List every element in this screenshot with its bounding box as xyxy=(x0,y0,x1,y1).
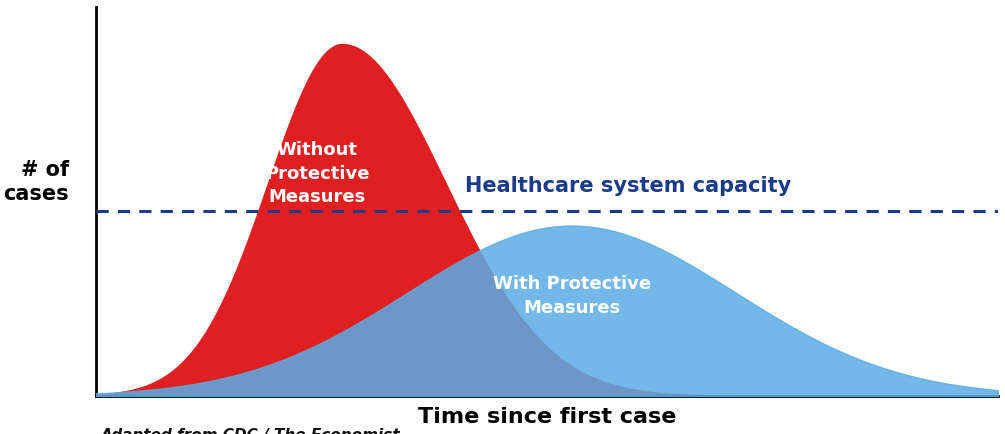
Text: Without
Protective
Measures: Without Protective Measures xyxy=(265,141,370,206)
Text: Healthcare system capacity: Healthcare system capacity xyxy=(465,176,791,196)
X-axis label: Time since first case: Time since first case xyxy=(418,407,676,427)
Y-axis label: # of
cases: # of cases xyxy=(3,161,69,204)
Text: Adapted from CDC / The Economist: Adapted from CDC / The Economist xyxy=(100,427,400,434)
Text: With Protective
Measures: With Protective Measures xyxy=(492,275,650,317)
